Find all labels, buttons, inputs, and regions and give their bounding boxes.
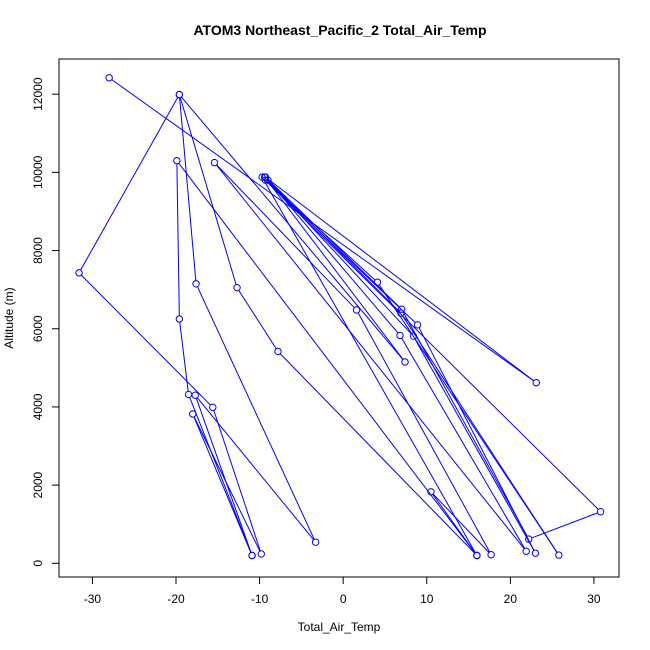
series-segment-13 (269, 182, 399, 334)
data-point-33 (311, 538, 320, 546)
series-segment-21 (266, 178, 399, 312)
data-point-39 (189, 410, 197, 418)
series-segment-33 (196, 286, 315, 540)
data-point-25 (233, 284, 241, 292)
data-point-35 (175, 90, 184, 99)
chart-title: ATOM3 Northeast_Pacific_2 Total_Air_Temp (193, 22, 486, 38)
series-segment-10 (216, 164, 355, 309)
series-segment-4 (531, 512, 598, 539)
data-point-23 (401, 358, 409, 366)
series-segment-3 (402, 311, 528, 537)
series-segment-31 (195, 398, 252, 553)
plot-frame (58, 58, 620, 578)
series-segment-25 (238, 290, 277, 350)
data-point-15 (409, 332, 418, 340)
data-point-22 (260, 173, 269, 181)
data-point-0 (105, 74, 113, 82)
series-segment-26 (279, 353, 476, 554)
y-axis: 0 2000 4000 6000 8000 10000 12000 (31, 77, 59, 567)
series-segment-9 (357, 312, 491, 553)
x-tick-label-0: -30 (84, 592, 102, 606)
series-segment-39 (193, 416, 252, 553)
series-segment-17 (267, 182, 416, 323)
data-point-38 (257, 550, 265, 558)
series-segment-24 (179, 97, 237, 285)
series-segment-32 (196, 397, 314, 541)
series-segment-14 (269, 182, 412, 335)
data-point-13 (396, 331, 404, 340)
data-point-29 (175, 315, 184, 323)
data-point-37 (209, 403, 217, 412)
x-tick-label-4: 10 (420, 592, 434, 606)
x-tick-label-6: 30 (587, 592, 601, 606)
data-point-3 (397, 305, 406, 313)
data-point-4 (525, 535, 533, 543)
data-point-36 (75, 269, 83, 277)
data-point-28 (173, 156, 181, 165)
series-segment-34 (179, 97, 197, 281)
y-tick-label-3: 6000 (31, 315, 45, 342)
data-point-16 (531, 549, 540, 557)
series-segment-35 (80, 97, 179, 271)
y-tick-label-5: 10000 (31, 155, 45, 189)
series-points (75, 74, 605, 560)
y-tick-label-1: 2000 (31, 471, 45, 498)
x-axis: -30 -20 -10 0 10 20 30 (84, 577, 601, 606)
data-point-11 (210, 158, 219, 167)
series-segment-30 (189, 397, 252, 553)
data-point-20 (555, 551, 563, 559)
series-segment-5 (264, 178, 599, 510)
y-axis-label: Altitude (m) (2, 287, 16, 348)
data-point-21 (397, 309, 405, 317)
series-segment-22 (266, 179, 404, 360)
data-point-10 (352, 306, 361, 314)
x-tick-label-3: 0 (340, 592, 347, 606)
series-segment-36 (80, 274, 211, 406)
series-segment-37 (213, 410, 261, 552)
series-segment-28 (176, 163, 180, 316)
data-point-34 (192, 280, 200, 288)
data-point-32 (191, 391, 199, 399)
series-segment-2 (267, 178, 400, 308)
data-point-17 (413, 321, 422, 329)
series-segment-20 (402, 315, 558, 553)
series-segment-29 (179, 322, 189, 392)
series-segment-23 (181, 96, 404, 360)
series-segment-1 (267, 178, 535, 382)
data-point-9 (487, 551, 495, 559)
series-segment-15 (414, 338, 535, 551)
data-point-30 (184, 390, 193, 399)
x-axis-label: Total_Air_Temp (298, 620, 381, 634)
data-point-27 (473, 551, 481, 560)
data-point-8 (427, 488, 435, 496)
y-tick-label-2: 4000 (31, 393, 45, 420)
series-segment-27 (178, 162, 476, 554)
series-segment-8 (432, 493, 490, 553)
x-tick-label-2: -10 (251, 592, 269, 606)
series-segment-12 (401, 337, 526, 549)
series-segment-16 (418, 327, 535, 551)
data-point-26 (274, 347, 282, 356)
data-point-1 (532, 379, 540, 387)
series-lines (80, 79, 599, 554)
y-tick-label-4: 8000 (31, 237, 45, 264)
y-tick-label-6: 12000 (31, 77, 45, 111)
series-segment-38 (193, 416, 261, 552)
series-segment-11 (216, 164, 525, 550)
data-point-12 (522, 547, 530, 555)
series-segment-0 (111, 79, 534, 382)
y-tick-label-0: 0 (31, 560, 45, 567)
data-point-5 (596, 508, 605, 516)
x-tick-label-1: -20 (167, 592, 185, 606)
x-tick-label-5: 20 (504, 592, 518, 606)
data-point-19 (373, 278, 382, 286)
series-segment-6 (263, 179, 476, 553)
data-point-40 (248, 551, 256, 560)
data-point-18 (261, 176, 270, 184)
